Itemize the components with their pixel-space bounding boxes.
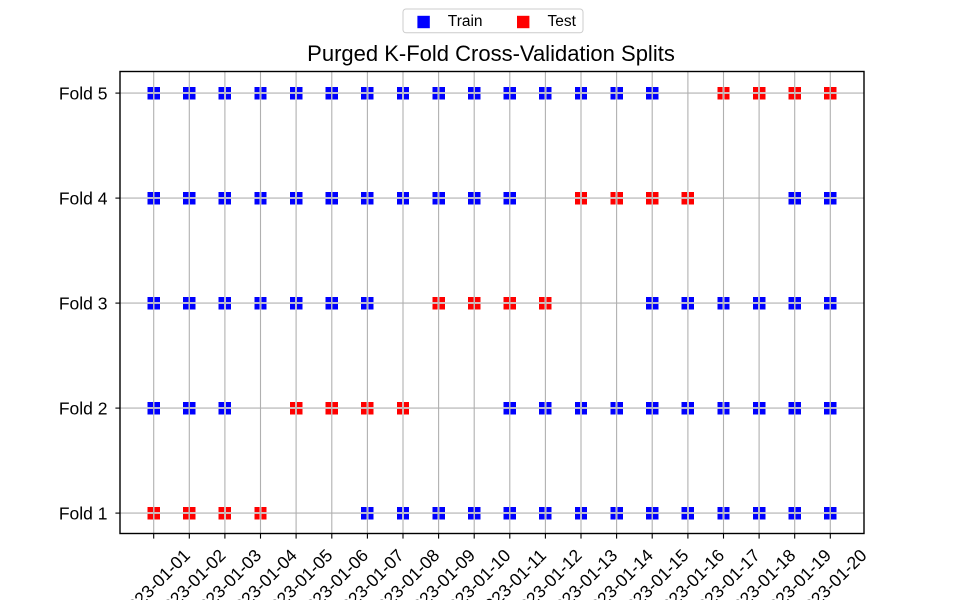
svg-text:Fold 4: Fold 4: [59, 188, 108, 208]
svg-text:Fold 5: Fold 5: [59, 83, 108, 103]
svg-text:Train: Train: [448, 13, 483, 30]
svg-text:Fold 2: Fold 2: [59, 398, 108, 418]
svg-text:Fold 3: Fold 3: [59, 293, 108, 313]
svg-text:Test: Test: [548, 13, 577, 30]
svg-text:Fold 1: Fold 1: [59, 503, 108, 523]
svg-text:Purged K-Fold Cross-Validation: Purged K-Fold Cross-Validation Splits: [307, 41, 675, 66]
